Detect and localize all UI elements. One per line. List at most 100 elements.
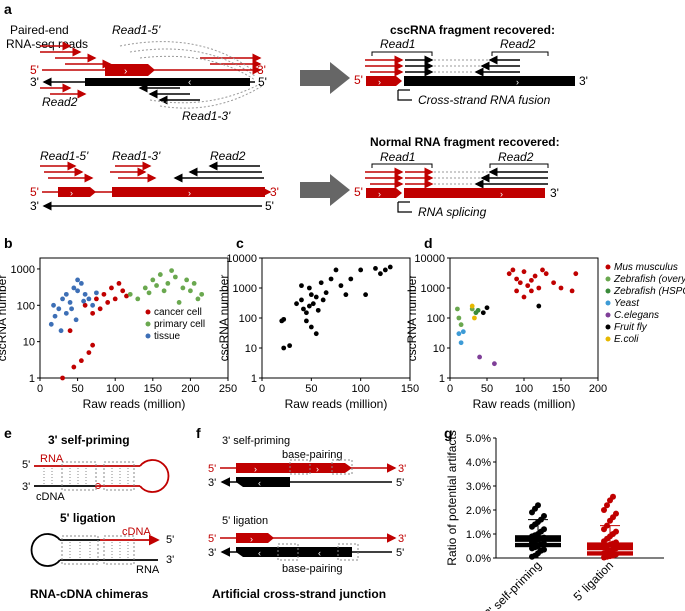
e-three-r: 3' <box>166 554 174 566</box>
three-prime-r: 3' <box>579 74 588 88</box>
data-point <box>475 307 481 313</box>
data-point <box>613 551 619 558</box>
f-three-2: 3' <box>398 533 406 545</box>
five-prime-bottom: 5' <box>258 75 267 89</box>
chevron-icon: › <box>378 189 381 199</box>
data-point <box>90 342 96 348</box>
data-point <box>323 290 329 296</box>
x-tick-label: 50 <box>481 383 493 395</box>
e-ligation-title: 5' ligation <box>60 511 116 525</box>
data-point <box>540 267 545 273</box>
data-point <box>78 281 84 286</box>
data-point <box>536 285 542 291</box>
data-point <box>613 510 619 517</box>
data-point <box>458 340 464 346</box>
y-tick-label: 10000 <box>414 253 445 265</box>
data-point <box>613 528 619 535</box>
data-point <box>541 534 547 541</box>
data-point <box>294 301 299 307</box>
data-point <box>188 288 193 294</box>
y-tick-label: 1 <box>439 373 445 385</box>
f-box <box>337 543 359 561</box>
fusion-pointer <box>397 89 412 101</box>
f-five-1: 5' <box>208 463 216 475</box>
chevron-left-icon: ‹ <box>258 548 261 558</box>
data-point <box>315 307 321 313</box>
data-point <box>492 361 497 367</box>
data-point <box>382 267 388 273</box>
data-point <box>358 267 364 273</box>
data-point <box>71 285 77 291</box>
e-box <box>61 461 97 491</box>
y-tick-label: 4.0% <box>466 457 491 469</box>
panel-g: g 0.0% 1.0% 2.0% 3.0% 4.0% 5.0% Ratio of poten… <box>444 425 664 611</box>
f-self-priming-label: 3' self-priming <box>222 435 290 447</box>
chevron-left-icon: ‹ <box>318 548 321 558</box>
data-point <box>506 271 512 277</box>
panel-label-f: f <box>196 425 201 441</box>
f-base-pairing-bot: base-pairing <box>282 563 343 575</box>
data-point <box>63 310 69 316</box>
read1-label-top: Read1 <box>380 37 415 51</box>
y-axis-label: Ratio of potential artifacts <box>445 430 459 565</box>
x-tick-label: 150 <box>552 383 570 395</box>
data-point <box>458 322 464 328</box>
cscrna-right-diagram: cscRNA fragment recovered: Read1 Read2 <box>354 23 588 107</box>
data-point <box>109 285 114 291</box>
e-pairing-lines <box>43 468 129 484</box>
chevron-left-icon: ‹ <box>258 478 261 488</box>
data-point <box>287 343 293 349</box>
data-point <box>604 502 610 509</box>
data-point <box>195 296 201 302</box>
read1-3-label: Read1-3' <box>182 109 231 123</box>
data-point <box>124 293 129 299</box>
legend-entry: Zebrafish (overy) <box>613 274 685 285</box>
data-point <box>541 540 547 547</box>
f-black-block-2 <box>236 547 352 557</box>
f-ligation-label: 5' ligation <box>222 515 268 527</box>
data-point <box>310 301 316 307</box>
data-point <box>299 297 304 303</box>
legend-marker <box>605 300 611 306</box>
x-tick-label: 100 <box>106 383 124 395</box>
e-rna-label: RNA <box>40 453 64 465</box>
data-point <box>81 298 87 304</box>
legend-entry: C.elegans <box>614 310 659 321</box>
three-prime-bl: 3' <box>270 185 279 199</box>
y-tick-label: 10 <box>245 343 257 355</box>
e-caption: RNA-cDNA chimeras <box>30 587 149 601</box>
e-box <box>103 461 135 491</box>
data-point <box>308 292 314 298</box>
data-point <box>101 291 107 297</box>
data-point <box>90 302 96 308</box>
read1-bracket <box>371 51 433 56</box>
data-point <box>105 300 111 305</box>
y-tick-label: 2.0% <box>466 505 491 517</box>
right-red-reads <box>365 55 404 77</box>
legend-marker <box>145 309 151 315</box>
data-point <box>517 280 523 286</box>
panel-label-a: a <box>4 1 12 17</box>
x-tick-label: 150 <box>144 383 162 395</box>
data-point <box>161 288 167 294</box>
f-box <box>277 543 299 561</box>
data-point <box>521 294 527 300</box>
y-tick-label: 10000 <box>226 253 257 265</box>
data-point <box>48 321 54 327</box>
three-prime-br: 3' <box>550 186 559 200</box>
y-axis-label: cscRNA number <box>217 275 231 362</box>
exon-a-block <box>366 188 402 198</box>
data-point <box>157 272 163 277</box>
data-point <box>94 296 99 302</box>
data-point <box>63 291 69 297</box>
y-tick-label: 1000 <box>11 264 35 276</box>
y-tick-label: 1 <box>251 373 257 385</box>
three-prime-bottom: 3' <box>30 75 39 89</box>
y-tick-label: 100 <box>427 313 445 325</box>
three-prime-bl2: 3' <box>30 199 39 213</box>
red-junction-block <box>366 76 402 86</box>
black-fusion-block <box>404 76 575 86</box>
data-point <box>318 280 324 286</box>
x-tick-label: 150 <box>401 383 419 395</box>
data-point <box>343 292 349 298</box>
